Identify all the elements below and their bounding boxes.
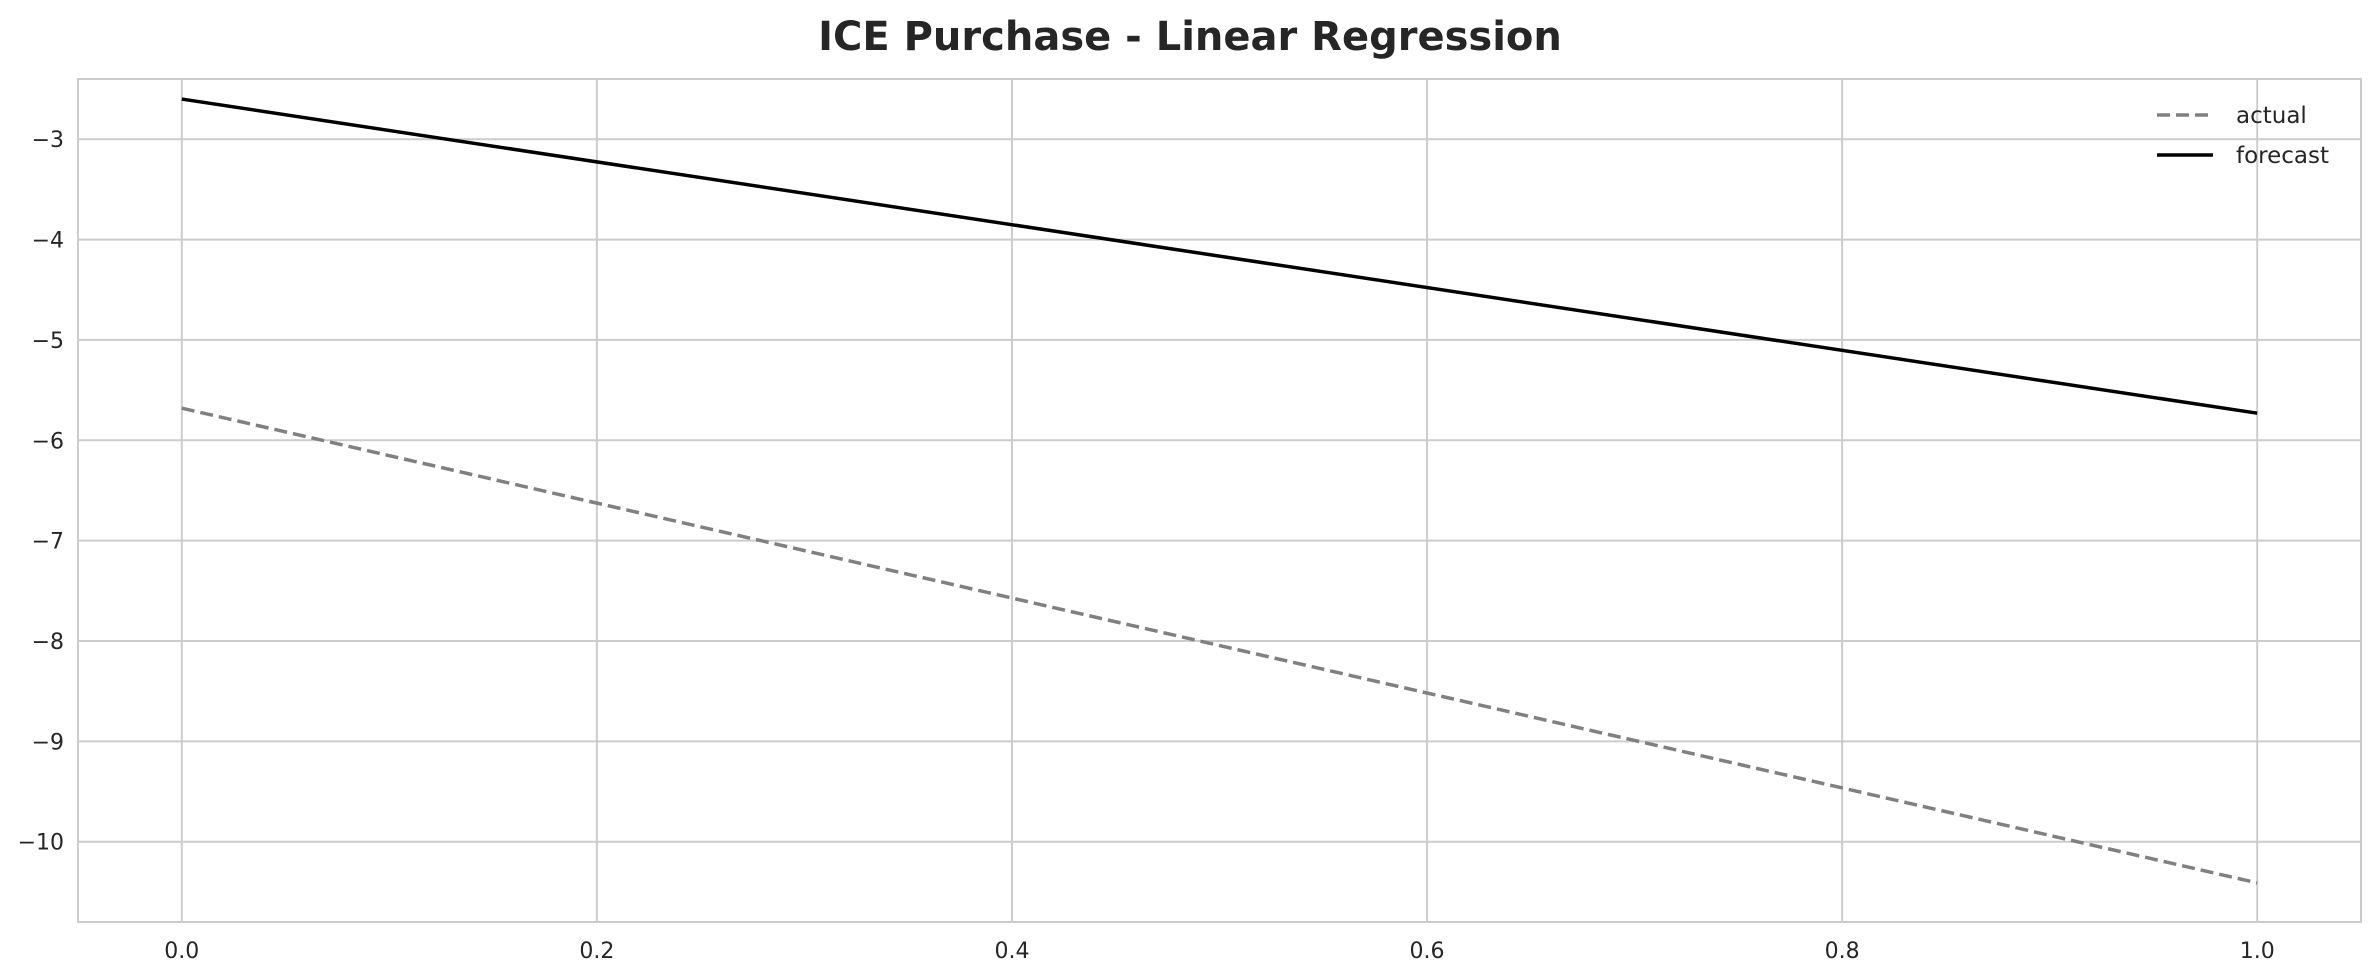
chart-title: ICE Purchase - Linear Regression: [818, 14, 1562, 60]
y-tick-label: −4: [32, 229, 64, 254]
y-tick-label: −8: [32, 630, 64, 655]
y-tick-label: −5: [32, 329, 64, 354]
x-tick-label: 0.4: [994, 939, 1029, 964]
y-tick-label: −6: [32, 429, 64, 454]
x-tick-label: 0.0: [164, 939, 199, 964]
plot-frame: [77, 78, 2362, 923]
legend: actual forecast: [2157, 103, 2329, 169]
legend-label-forecast: forecast: [2236, 143, 2329, 169]
x-tick-label: 0.2: [579, 939, 614, 964]
y-tick-label: −7: [32, 530, 64, 555]
y-tick-label: −9: [32, 730, 64, 755]
plot-lines: [181, 97, 2258, 885]
y-tick-label: −3: [32, 128, 64, 153]
x-tick-label: 1.0: [2240, 939, 2275, 964]
y-axis-ticks: −3 −4 −5 −6 −7 −8 −9 −10: [18, 128, 64, 856]
y-tick-label: −10: [18, 831, 64, 856]
x-axis-ticks: 0.0 0.2 0.4 0.6 0.8 1.0: [164, 939, 2274, 964]
grid: [78, 79, 2361, 922]
series-line-actual: [181, 406, 2258, 885]
x-tick-label: 0.6: [1410, 939, 1445, 964]
legend-label-actual: actual: [2236, 103, 2307, 129]
series-line-forecast: [181, 97, 2258, 415]
x-tick-label: 0.8: [1825, 939, 1860, 964]
